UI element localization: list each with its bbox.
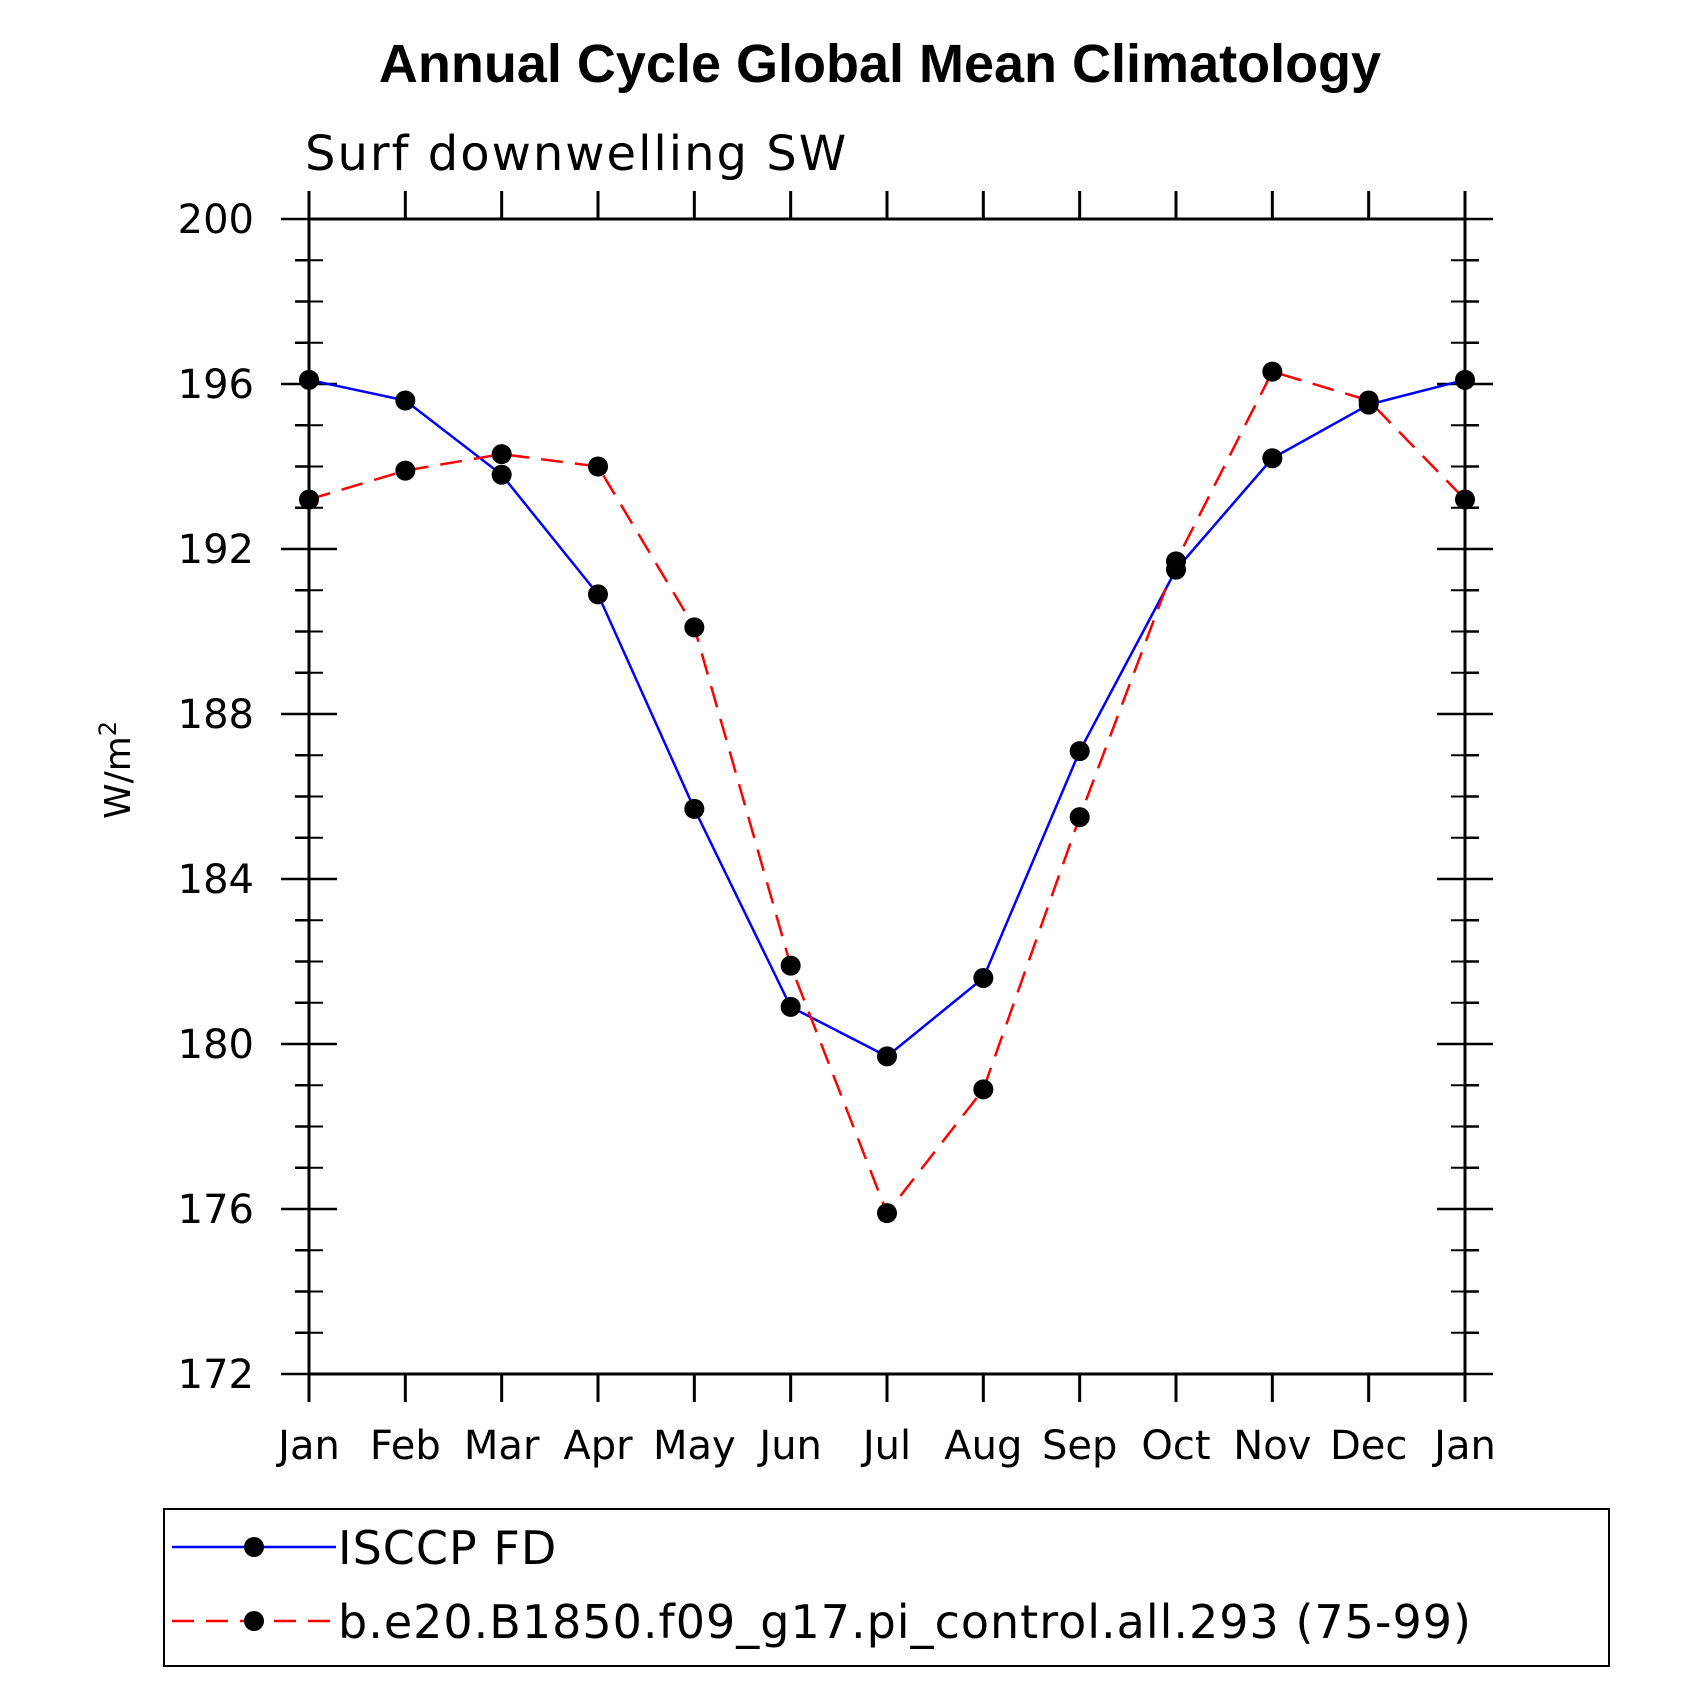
chart-subtitle: Surf downwelling SW	[305, 126, 848, 182]
y-tick-label: 192	[178, 527, 254, 573]
data-point	[1455, 369, 1475, 390]
y-tick-label: 176	[178, 1187, 254, 1233]
data-point	[1069, 741, 1090, 762]
data-point	[877, 1046, 897, 1067]
data-point	[973, 1079, 994, 1100]
data-point	[684, 617, 705, 638]
x-tick-label: Aug	[944, 1423, 1022, 1469]
y-tick-label: 180	[178, 1022, 254, 1068]
data-point	[588, 456, 608, 477]
x-tick-label: Jan	[275, 1423, 340, 1469]
data-point	[491, 444, 512, 465]
y-tick-label: 184	[178, 857, 254, 903]
data-point	[1166, 551, 1186, 572]
legend-items: ISCCP FD b.e20.B1850.f09_g17.pi_control.a…	[172, 1521, 1472, 1649]
series-line-1	[308, 370, 1466, 1216]
legend-label-1: b.e20.B1850.f09_g17.pi_control.all.293 (…	[338, 1595, 1472, 1649]
legend-marker	[244, 1611, 264, 1631]
data-point	[1262, 361, 1283, 382]
data-point	[1069, 807, 1090, 828]
plot-frame	[307, 217, 1467, 1376]
series-line-0	[308, 378, 1466, 1058]
data-point	[877, 1203, 897, 1224]
x-tick-label: Nov	[1233, 1423, 1311, 1469]
data-point	[684, 798, 705, 819]
data-point	[588, 584, 608, 605]
axis-tick-labels: Jan Feb Mar Apr May Jun Jul Aug Sep Oct Nov Dec Jan 1…	[178, 197, 1496, 1469]
data-point	[1262, 448, 1283, 469]
x-tick-label: Apr	[563, 1423, 633, 1469]
data-point	[395, 390, 416, 411]
y-axis-label-superscript: 2	[94, 721, 122, 736]
svg-text:W/m2: W/m2	[94, 721, 139, 819]
data-point	[973, 968, 994, 988]
legend-box	[163, 1508, 1610, 1667]
y-axis-label-text: W/m	[98, 736, 139, 819]
data-point	[1358, 390, 1379, 411]
data-point	[780, 955, 801, 976]
data-point	[1455, 489, 1475, 510]
y-tick-label: 200	[178, 197, 254, 243]
data-point	[395, 460, 416, 481]
x-tick-label: Sep	[1042, 1423, 1117, 1469]
x-tick-label: Oct	[1141, 1423, 1210, 1469]
data-point	[780, 996, 801, 1017]
data-point	[491, 464, 512, 485]
y-tick-label: 172	[178, 1352, 254, 1398]
x-tick-label: Jun	[756, 1423, 822, 1469]
x-tick-label: Dec	[1330, 1423, 1407, 1469]
legend-label-0: ISCCP FD	[338, 1521, 557, 1575]
x-tick-label: Feb	[370, 1423, 441, 1469]
x-tick-label: Mar	[464, 1423, 540, 1469]
chart-title: Annual Cycle Global Mean Climatology	[379, 34, 1381, 94]
data-point	[299, 489, 319, 510]
y-axis-label: W/m2	[94, 721, 139, 819]
y-tick-label: 188	[178, 692, 254, 738]
x-tick-label: May	[653, 1423, 736, 1469]
data-point	[299, 369, 319, 390]
series-lines	[308, 370, 1466, 1216]
x-tick-label: Jul	[860, 1423, 911, 1469]
legend-marker	[244, 1537, 264, 1557]
y-tick-label: 196	[178, 362, 254, 408]
legend: ISCCP FD b.e20.B1850.f09_g17.pi_control.a…	[163, 1508, 1610, 1667]
x-tick-label: Jan	[1431, 1423, 1496, 1469]
series-markers	[299, 361, 1475, 1224]
